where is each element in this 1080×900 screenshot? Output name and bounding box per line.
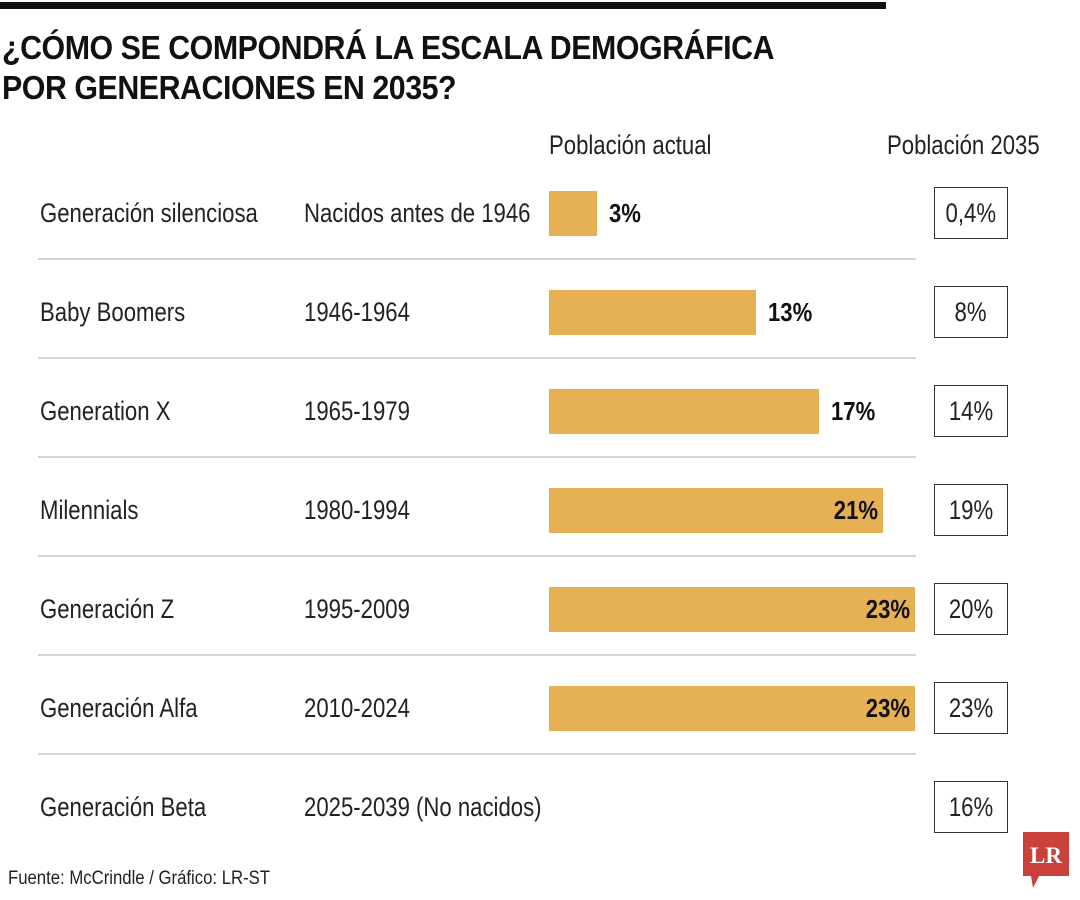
row-divider	[38, 258, 916, 260]
bar	[549, 290, 756, 335]
column-header-current: Población actual	[549, 130, 712, 160]
row-label: Generación Beta	[40, 792, 207, 822]
population-2035-box: 14%	[934, 385, 1008, 437]
population-2035-value: 20%	[948, 593, 994, 624]
population-2035-box: 23%	[934, 682, 1008, 734]
population-2035-value: 16%	[948, 791, 994, 822]
top-rule	[0, 2, 886, 9]
row-years: 1965-1979	[304, 396, 410, 426]
row-label: Baby Boomers	[40, 297, 186, 327]
row-divider	[38, 753, 916, 755]
bar	[549, 587, 915, 632]
bar-value-label: 21%	[833, 495, 878, 525]
bar-value-label: 3%	[609, 198, 641, 228]
population-2035-value: 19%	[948, 494, 994, 525]
title-line-2: POR GENERACIONES EN 2035?	[2, 69, 457, 106]
row-divider	[38, 456, 916, 458]
bar-value-label: 13%	[768, 297, 813, 327]
row-label: Generación Alfa	[40, 693, 198, 723]
population-2035-value: 0,4%	[945, 197, 997, 228]
lr-logo-icon: LR	[1023, 832, 1069, 888]
population-2035-value: 8%	[954, 296, 988, 327]
population-2035-box: 16%	[934, 781, 1008, 833]
chart-title: ¿CÓMO SE COMPONDRÁ LA ESCALA DEMOGRÁFICA…	[2, 28, 830, 108]
logo-bubble	[1023, 832, 1069, 888]
title-line-1: ¿CÓMO SE COMPONDRÁ LA ESCALA DEMOGRÁFICA	[2, 29, 775, 66]
row-years: 1946-1964	[304, 297, 410, 327]
bar	[549, 191, 597, 236]
row-label: Generation X	[40, 396, 171, 426]
bar-value-label: 23%	[865, 594, 910, 624]
logo-text: LR	[1030, 843, 1062, 868]
population-2035-box: 19%	[934, 484, 1008, 536]
row-label: Generación silenciosa	[40, 198, 258, 228]
row-label: Milennials	[40, 495, 139, 525]
population-2035-value: 23%	[948, 692, 994, 723]
source-note: Fuente: McCrindle / Gráfico: LR-ST	[8, 868, 271, 889]
row-years: Nacidos antes de 1946	[304, 198, 531, 228]
bar-value-label: 17%	[831, 396, 876, 426]
bar	[549, 686, 915, 731]
row-divider	[38, 654, 916, 656]
row-years: 1980-1994	[304, 495, 410, 525]
population-2035-box: 20%	[934, 583, 1008, 635]
population-2035-box: 0,4%	[934, 187, 1008, 239]
row-years: 1995-2009	[304, 594, 410, 624]
bar	[549, 488, 883, 533]
row-years: 2010-2024	[304, 693, 410, 723]
row-label: Generación Z	[40, 594, 175, 624]
row-years: 2025-2039 (No nacidos)	[304, 792, 542, 822]
bar-value-label: 23%	[865, 693, 910, 723]
column-header-2035: Población 2035	[887, 130, 1040, 160]
population-2035-value: 14%	[948, 395, 994, 426]
population-2035-box: 8%	[934, 286, 1008, 338]
row-divider	[38, 555, 916, 557]
bar	[549, 389, 819, 434]
row-divider	[38, 357, 916, 359]
